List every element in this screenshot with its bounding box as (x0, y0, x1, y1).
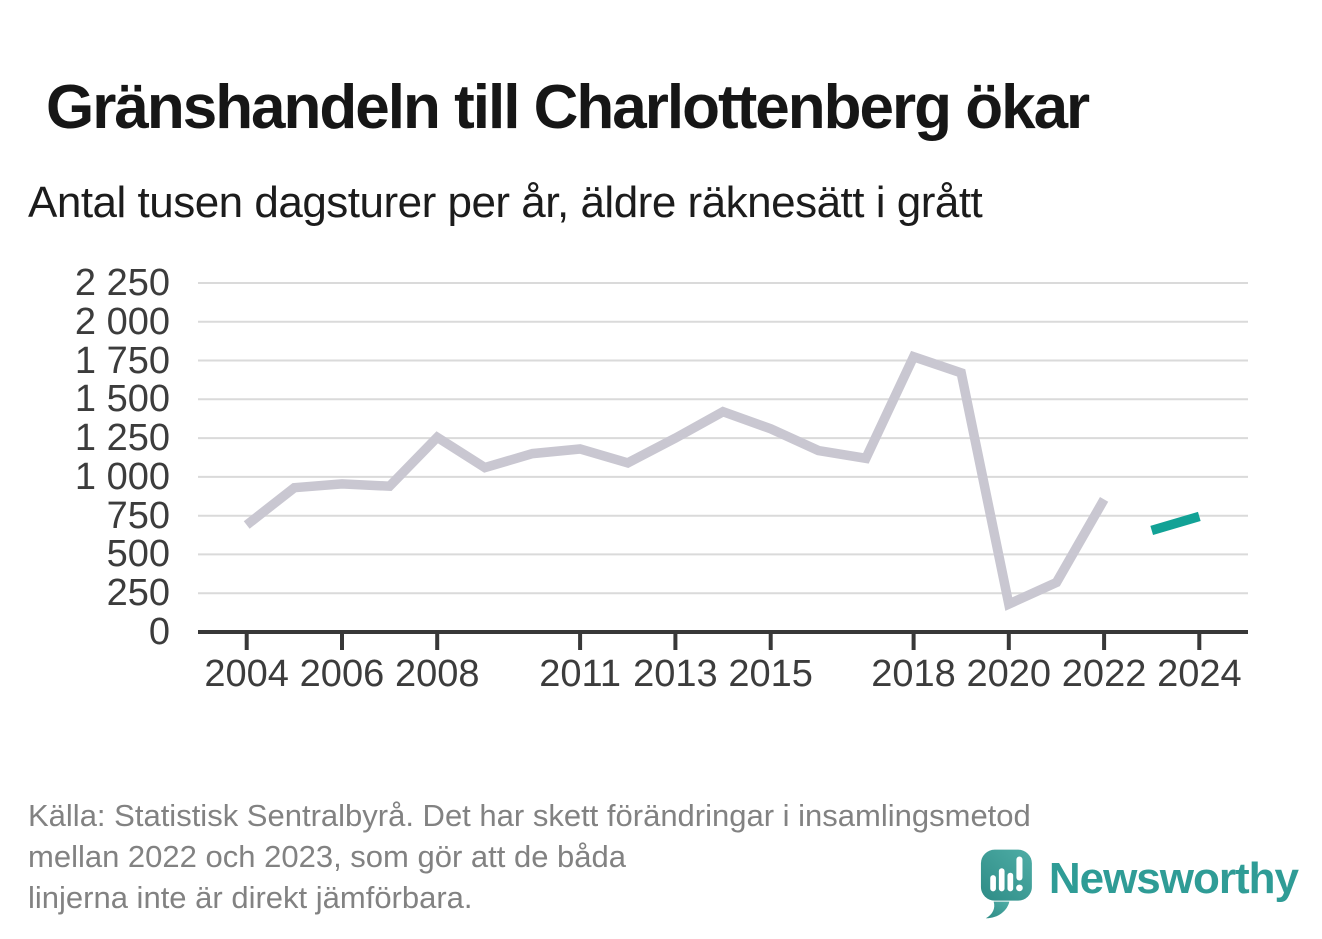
x-axis-label: 2013 (633, 653, 718, 695)
x-axis-label: 2004 (204, 653, 289, 695)
source-line: Källa: Statistisk Sentralbyrå. Det har s… (28, 798, 1031, 833)
source-note: Källa: Statistisk Sentralbyrå. Det har s… (28, 795, 1031, 918)
newsworthy-icon (980, 849, 1032, 919)
newsworthy-wordmark: Newsworthy (1048, 854, 1299, 903)
x-axis-label: 2008 (394, 653, 480, 695)
source-line: mellan 2022 och 2023, som gör att de båd… (28, 839, 627, 874)
y-axis-label: 2 250 (74, 261, 170, 304)
y-axis-label: 1 500 (74, 378, 170, 421)
y-axis-label: 0 (148, 611, 170, 653)
x-axis-label: 2020 (966, 653, 1052, 695)
y-axis-label: 750 (106, 494, 170, 537)
y-axis-label: 250 (106, 572, 170, 615)
newsworthy-logo: Newsworthy (978, 843, 1299, 923)
source-line: linjerna inte är direkt jämförbara. (28, 880, 473, 915)
x-axis-label: 2018 (871, 653, 956, 695)
x-axis-label: 2022 (1061, 653, 1147, 695)
y-axis-label: 500 (106, 533, 170, 576)
x-axis-label: 2011 (539, 653, 621, 695)
x-axis-label: 2006 (299, 653, 385, 695)
x-axis-label: 2015 (728, 653, 813, 695)
y-axis-label: 2 000 (74, 300, 170, 343)
y-axis-label: 1 250 (74, 417, 170, 460)
y-axis-label: 1 750 (74, 339, 170, 382)
chart-title: Gränshandeln till Charlottenberg ökar (46, 72, 1090, 142)
chart-subtitle: Antal tusen dagsturer per år, äldre räkn… (28, 178, 983, 227)
x-axis-label: 2024 (1157, 653, 1242, 695)
y-axis-label: 1 000 (74, 455, 170, 498)
